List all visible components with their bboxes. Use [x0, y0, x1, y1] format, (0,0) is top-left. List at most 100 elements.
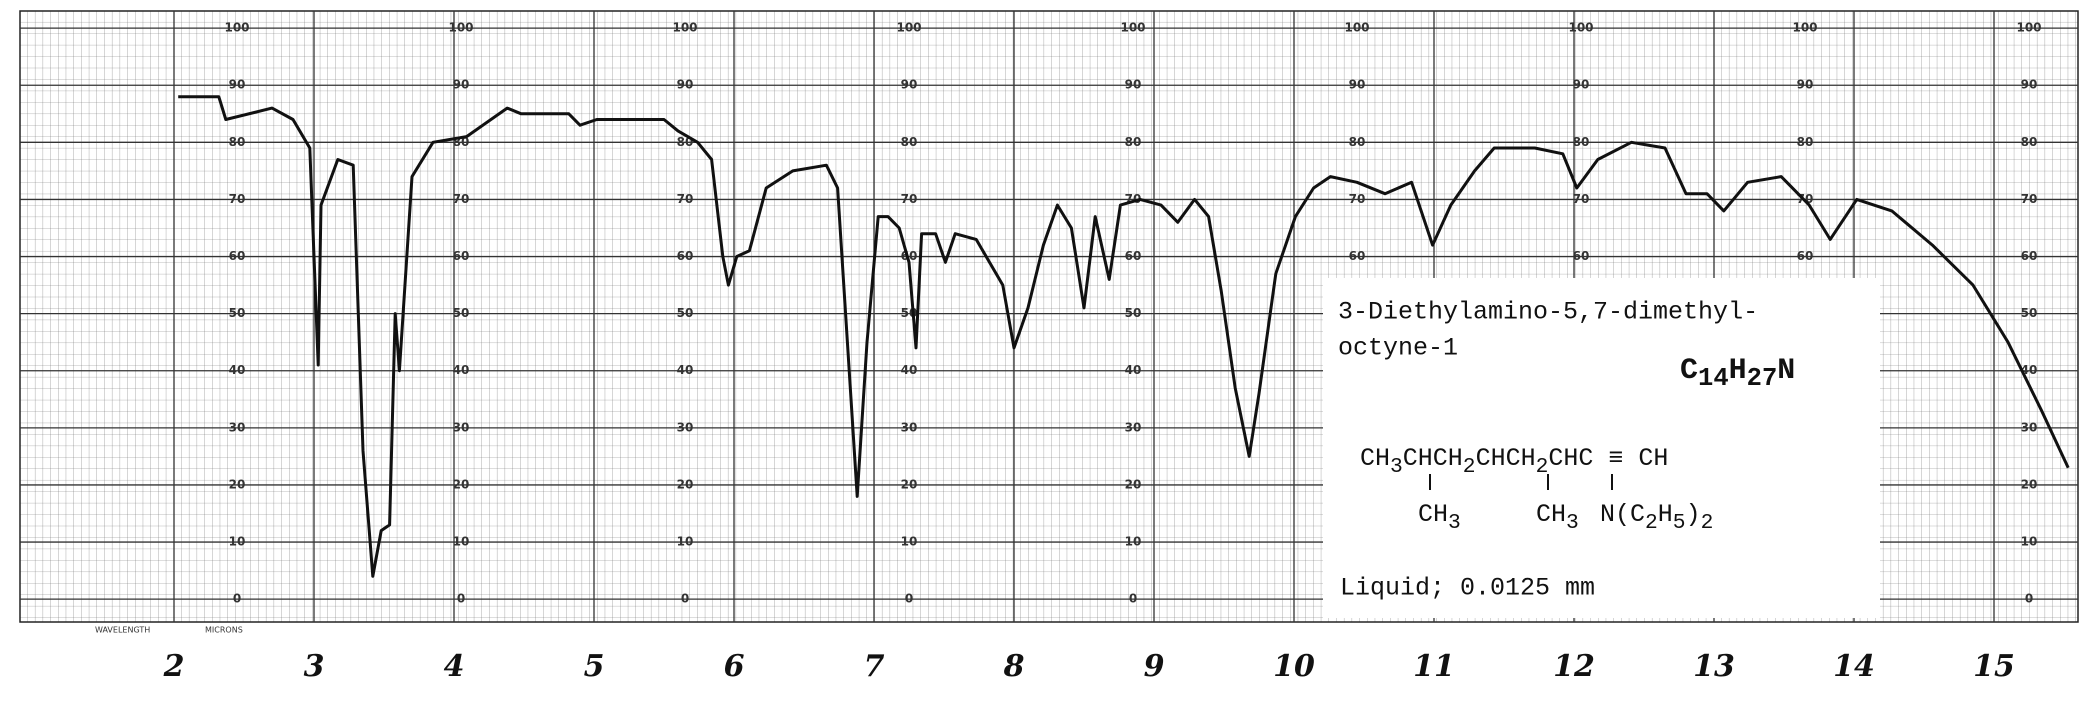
y-tick-label: 30	[453, 420, 470, 434]
y-tick-label: 60	[677, 249, 694, 263]
y-tick-label: 100	[2016, 21, 2041, 35]
compound-formula: C14H27N	[1680, 354, 1795, 393]
y-tick-label: 30	[677, 420, 694, 434]
y-tick-label: 0	[2025, 592, 2033, 606]
y-tick-label: 90	[2021, 78, 2038, 92]
y-tick-label: 40	[901, 363, 918, 377]
y-tick-label: 30	[901, 420, 918, 434]
y-tick-label: 20	[229, 477, 246, 491]
y-tick-label: 90	[1797, 78, 1814, 92]
y-tick-label: 60	[1125, 249, 1142, 263]
compound-structure: CH3CHCH2CHCH2CHC ≡ CH	[1360, 444, 1668, 479]
y-tick-label: 80	[1125, 135, 1142, 149]
y-tick-label: 100	[672, 21, 697, 35]
y-tick-label: 30	[1125, 420, 1142, 434]
spectrum-line	[178, 95, 2070, 578]
y-tick-label: 100	[448, 21, 473, 35]
card-background	[1323, 278, 1880, 618]
y-tick-label: 70	[677, 192, 694, 206]
y-tick-label: 90	[677, 78, 694, 92]
substituent: CH3	[1418, 500, 1461, 535]
y-tick-label: 90	[453, 78, 470, 92]
y-tick-label: 10	[1125, 535, 1142, 549]
y-tick-label: 20	[677, 477, 694, 491]
y-tick-label: 70	[229, 192, 246, 206]
y-tick-label: 90	[901, 78, 918, 92]
y-tick-label: 60	[229, 249, 246, 263]
x-tick-label: 4	[444, 649, 465, 684]
y-tick-label: 30	[229, 420, 246, 434]
y-tick-label: 50	[2021, 306, 2038, 320]
y-tick-label: 100	[896, 21, 921, 35]
y-tick-label: 0	[233, 592, 241, 606]
compound-name: 3-Diethylamino-5,7-dimethyl-	[1338, 298, 1758, 327]
y-tick-label: 90	[1125, 78, 1142, 92]
y-tick-label: 10	[453, 535, 470, 549]
y-tick-label: 50	[453, 306, 470, 320]
y-tick-label: 50	[229, 306, 246, 320]
x-tick-label: 15	[1973, 649, 2015, 684]
y-tick-label: 10	[901, 535, 918, 549]
y-tick-label: 70	[901, 192, 918, 206]
x-tick-label: 13	[1693, 649, 1735, 684]
x-tick-label: 11	[1413, 649, 1455, 684]
compound-card: 3-Diethylamino-5,7-dimethyl- octyne-1 C1…	[1323, 278, 1880, 618]
y-tick-label: 20	[453, 477, 470, 491]
y-tick-label: 100	[1344, 21, 1369, 35]
y-tick-label: 100	[1568, 21, 1593, 35]
y-tick-label: 90	[1573, 78, 1590, 92]
x-tick-label: 7	[864, 649, 885, 684]
substituent: CH3	[1536, 500, 1579, 535]
y-tick-label: 0	[905, 592, 913, 606]
substituent: N(C2H5)2	[1600, 500, 1713, 535]
y-tick-label: 70	[2021, 192, 2038, 206]
x-tick-label: 10	[1273, 649, 1315, 684]
y-tick-label: 80	[901, 135, 918, 149]
y-tick-label: 80	[2021, 135, 2038, 149]
y-tick-label: 60	[1797, 249, 1814, 263]
y-tick-label: 40	[229, 363, 246, 377]
x-tick-label: 8	[1003, 649, 1025, 684]
y-tick-label: 80	[1797, 135, 1814, 149]
y-tick-label: 10	[2021, 535, 2038, 549]
x-tick-label: 6	[724, 649, 745, 684]
y-tick-label: 40	[1125, 363, 1142, 377]
y-tick-label: 70	[453, 192, 470, 206]
x-axis-unit: MICRONS	[205, 626, 243, 635]
x-tick-label: 3	[304, 649, 325, 684]
y-tick-label: 0	[457, 592, 465, 606]
compound-name: octyne-1	[1338, 334, 1458, 363]
y-tick-label: 10	[677, 535, 694, 549]
x-tick-label: 5	[584, 649, 605, 684]
y-tick-label: 30	[2021, 420, 2038, 434]
y-tick-label: 0	[681, 592, 689, 606]
y-tick-label: 90	[229, 78, 246, 92]
y-tick-label: 40	[453, 363, 470, 377]
y-tick-label: 100	[1792, 21, 1817, 35]
x-tick-label: 12	[1553, 649, 1595, 684]
x-tick-label: 2	[163, 649, 185, 684]
y-tick-label: 80	[229, 135, 246, 149]
y-tick-label: 80	[1573, 135, 1590, 149]
y-tick-label: 50	[1125, 306, 1142, 320]
y-tick-label: 60	[1573, 249, 1590, 263]
x-axis-label: WAVELENGTH	[95, 626, 150, 635]
plot	[178, 95, 2070, 578]
x-tick-label: 14	[1833, 649, 1875, 684]
y-tick-label: 50	[677, 306, 694, 320]
y-tick-label: 20	[901, 477, 918, 491]
y-tick-label: 10	[229, 535, 246, 549]
y-tick-label: 70	[1349, 192, 1366, 206]
y-tick-label: 60	[453, 249, 470, 263]
y-tick-label: 100	[1120, 21, 1145, 35]
y-tick-label: 20	[1125, 477, 1142, 491]
y-tick-label: 100	[224, 21, 249, 35]
sample-note: Liquid; 0.0125 mm	[1340, 574, 1595, 603]
y-tick-label: 20	[2021, 477, 2038, 491]
y-tick-label: 40	[677, 363, 694, 377]
y-tick-label: 70	[1573, 192, 1590, 206]
y-tick-label: 80	[1349, 135, 1366, 149]
y-tick-label: 60	[1349, 249, 1366, 263]
y-tick-label: 60	[2021, 249, 2038, 263]
